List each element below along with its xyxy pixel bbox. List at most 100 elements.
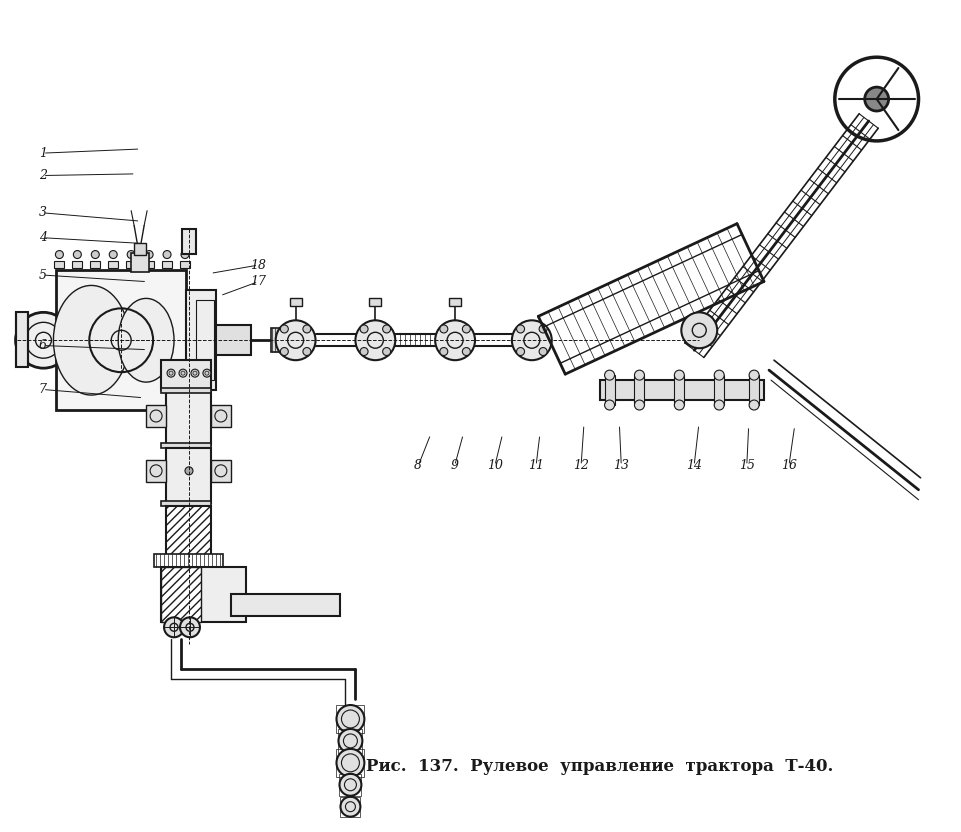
Bar xyxy=(231,594,340,617)
Ellipse shape xyxy=(54,285,129,395)
Circle shape xyxy=(145,250,153,259)
Circle shape xyxy=(714,370,725,380)
Bar xyxy=(340,797,360,817)
Circle shape xyxy=(750,400,759,410)
Circle shape xyxy=(15,312,71,369)
Text: 14: 14 xyxy=(686,459,702,473)
Bar xyxy=(72,260,83,269)
Circle shape xyxy=(73,250,82,259)
Bar xyxy=(131,253,149,273)
Text: 8: 8 xyxy=(414,459,422,473)
Circle shape xyxy=(517,325,525,333)
Bar xyxy=(339,774,361,795)
Bar xyxy=(180,260,190,269)
Circle shape xyxy=(360,325,368,333)
Circle shape xyxy=(281,348,288,355)
Bar xyxy=(186,290,216,390)
Circle shape xyxy=(185,467,193,475)
Circle shape xyxy=(303,348,310,355)
Text: 1: 1 xyxy=(38,146,47,160)
Bar xyxy=(675,375,684,405)
Circle shape xyxy=(382,348,390,355)
Text: 12: 12 xyxy=(573,459,589,473)
Text: 15: 15 xyxy=(739,459,754,473)
Circle shape xyxy=(462,348,470,355)
Bar xyxy=(336,705,364,733)
Text: 10: 10 xyxy=(487,459,503,473)
Bar xyxy=(162,260,172,269)
Text: 9: 9 xyxy=(451,459,458,473)
Bar xyxy=(161,567,246,622)
Bar xyxy=(336,749,364,777)
Bar xyxy=(338,729,362,753)
Circle shape xyxy=(356,320,395,360)
Bar xyxy=(210,460,231,482)
Circle shape xyxy=(191,369,199,377)
Bar xyxy=(161,443,210,448)
Circle shape xyxy=(164,617,184,637)
Text: 11: 11 xyxy=(528,459,544,473)
Bar xyxy=(369,299,382,306)
Circle shape xyxy=(338,729,362,753)
Circle shape xyxy=(91,250,99,259)
Circle shape xyxy=(681,312,717,349)
Circle shape xyxy=(281,325,288,333)
Circle shape xyxy=(675,400,684,410)
Bar xyxy=(161,501,210,506)
Circle shape xyxy=(110,250,117,259)
Circle shape xyxy=(127,250,136,259)
Bar xyxy=(161,567,201,622)
Bar xyxy=(714,375,725,405)
Circle shape xyxy=(634,370,645,380)
Bar xyxy=(109,260,118,269)
Bar xyxy=(634,375,645,405)
Circle shape xyxy=(539,348,547,355)
Circle shape xyxy=(163,250,171,259)
Bar xyxy=(161,360,210,390)
Circle shape xyxy=(276,320,315,360)
Bar xyxy=(604,375,614,405)
Circle shape xyxy=(181,250,189,259)
Circle shape xyxy=(440,348,448,355)
Bar xyxy=(57,270,186,410)
Text: 13: 13 xyxy=(613,459,629,473)
Circle shape xyxy=(360,348,368,355)
Bar xyxy=(166,506,210,556)
Circle shape xyxy=(865,87,889,111)
Circle shape xyxy=(435,320,475,360)
Circle shape xyxy=(714,400,725,410)
Circle shape xyxy=(336,705,364,733)
Circle shape xyxy=(440,325,448,333)
Bar xyxy=(135,243,146,255)
Text: 7: 7 xyxy=(38,383,47,396)
Text: 16: 16 xyxy=(781,459,797,473)
Text: 3: 3 xyxy=(38,206,47,220)
Text: 6: 6 xyxy=(38,339,47,352)
Bar xyxy=(182,229,196,254)
Text: 17: 17 xyxy=(250,275,266,288)
Bar xyxy=(216,325,251,355)
Text: 5: 5 xyxy=(38,269,47,281)
Text: 4: 4 xyxy=(38,231,47,245)
Bar xyxy=(90,260,100,269)
Bar xyxy=(144,260,154,269)
Circle shape xyxy=(303,325,310,333)
Circle shape xyxy=(336,749,364,777)
Circle shape xyxy=(56,250,63,259)
Bar xyxy=(750,375,759,405)
Circle shape xyxy=(539,325,547,333)
Circle shape xyxy=(675,370,684,380)
Circle shape xyxy=(179,369,187,377)
Circle shape xyxy=(167,369,175,377)
Bar xyxy=(161,388,210,393)
Circle shape xyxy=(203,369,210,377)
Circle shape xyxy=(512,320,552,360)
Bar xyxy=(154,553,223,567)
Circle shape xyxy=(382,325,390,333)
Circle shape xyxy=(340,797,360,817)
Bar xyxy=(210,405,231,427)
Text: 18: 18 xyxy=(250,259,266,271)
Ellipse shape xyxy=(118,299,174,382)
Circle shape xyxy=(634,400,645,410)
Circle shape xyxy=(517,348,525,355)
